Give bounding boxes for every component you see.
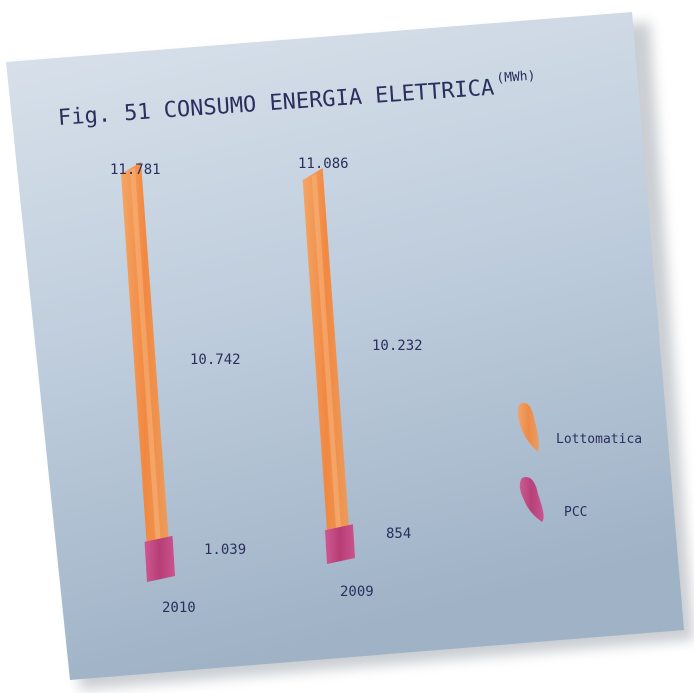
legend-item-lottomatica: Lottomatica — [517, 402, 642, 452]
lottomatica-label-2009: 10.232 — [372, 338, 423, 354]
legend-item-pcc: PCC — [519, 476, 587, 522]
legend-label-lottomatica: Lottomatica — [556, 432, 642, 447]
legend-label-pcc: PCC — [564, 505, 587, 520]
total-label-2010: 11.781 — [110, 162, 161, 178]
bar-pcc-2009 — [324, 524, 355, 564]
bars-group — [121, 162, 355, 582]
pcc-label-2009: 854 — [386, 526, 411, 542]
legend-swatch-pcc — [519, 476, 544, 522]
bar-highlight-2009 — [311, 174, 341, 529]
bar-pcc-2010 — [144, 535, 175, 582]
legend-swatch-lottomatica — [517, 402, 539, 452]
lottomatica-label-2010: 10.742 — [190, 352, 241, 368]
card-background — [6, 12, 684, 680]
chart-unit: (MWh) — [496, 69, 536, 87]
legend: Lottomatica PCC — [517, 402, 642, 522]
pcc-label-2010: 1.039 — [204, 542, 246, 558]
category-label-2009: 2009 — [340, 584, 374, 600]
category-label-2010: 2010 — [162, 600, 196, 616]
total-label-2009: 11.086 — [298, 156, 349, 172]
bar-highlight-2010 — [130, 168, 161, 540]
